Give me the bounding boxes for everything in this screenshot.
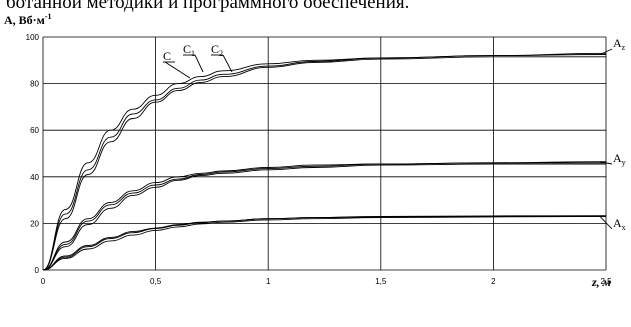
curve-label-leader-1 — [194, 54, 204, 73]
x-tick-label-2: 1 — [266, 277, 271, 286]
series-line-Az-C2 — [42, 56, 606, 271]
series-label-Az: Az — [613, 36, 626, 52]
y-tick-label-5: 100 — [26, 33, 40, 42]
x-axis-label: z, м — [591, 275, 611, 289]
x-tick-label-5: 2,5 — [600, 277, 612, 286]
y-axis-label: A, Вб·м-1 — [4, 12, 52, 27]
series-label-leader-Az — [599, 48, 613, 55]
curve-labels: Az Ay Ax C C1 C2 — [163, 36, 626, 232]
tick-labels: 0 20 40 60 80 100 0 0,5 1 1,5 2 2,5 — [26, 33, 612, 286]
series-line-Ax-C2 — [42, 215, 607, 271]
curve-label-0: C — [163, 49, 171, 63]
y-tick-label-1: 20 — [30, 219, 39, 228]
curves — [42, 52, 607, 271]
series-line-Ay-C2 — [42, 163, 606, 271]
y-axis-label-text: A, Вб·м — [4, 13, 45, 27]
grid — [42, 36, 607, 271]
header-text: ботанной методики и программного обеспеч… — [6, 0, 409, 13]
y-axis-label-exponent: -1 — [45, 12, 52, 21]
series-line-Ay-C1 — [42, 162, 606, 271]
curve-label-1: C1 — [183, 42, 195, 58]
y-tick-label-3: 60 — [30, 126, 39, 135]
y-tick-label-0: 0 — [35, 266, 40, 275]
series-label-leader-Ay — [599, 161, 613, 165]
series-label-leader-Ax — [599, 216, 613, 230]
y-tick-label-2: 40 — [30, 173, 39, 182]
series-line-Ax — [42, 215, 606, 271]
curve-label-leader-2 — [222, 54, 233, 73]
x-tick-label-1: 0,5 — [150, 277, 162, 286]
series-line-Az-C1 — [42, 52, 607, 271]
series-label-Ay: Ay — [613, 151, 626, 167]
series-label-Ax: Ax — [613, 216, 626, 232]
series-line-Ax-C1 — [42, 215, 607, 271]
curve-label-2: C2 — [211, 42, 223, 58]
y-tick-label-4: 80 — [30, 80, 39, 89]
curve-label-leader-0 — [164, 61, 191, 79]
x-tick-label-4: 2 — [491, 277, 496, 286]
x-tick-label-0: 0 — [41, 277, 46, 286]
x-tick-label-3: 1,5 — [375, 277, 387, 286]
